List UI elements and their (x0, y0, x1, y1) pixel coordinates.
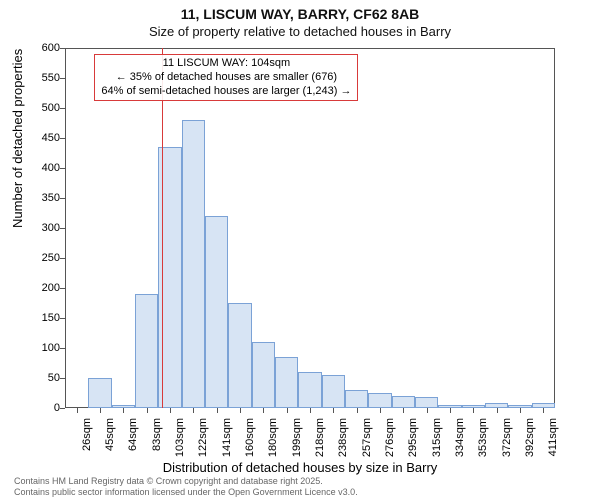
x-tick-label: 334sqm (454, 418, 466, 457)
plot-region (65, 48, 555, 408)
y-tick-mark (60, 318, 65, 319)
x-tick-label: 64sqm (127, 418, 139, 451)
credits-line-1: Contains HM Land Registry data © Crown c… (14, 476, 358, 487)
x-tick-mark (380, 408, 381, 413)
x-tick-mark (123, 408, 124, 413)
bar (135, 294, 158, 408)
y-tick-mark (60, 48, 65, 49)
bar (322, 375, 345, 408)
x-tick-label: 122sqm (197, 418, 209, 457)
x-tick-mark (77, 408, 78, 413)
y-tick-label: 450 (20, 132, 60, 144)
x-tick-label: 315sqm (431, 418, 443, 457)
x-tick-mark (520, 408, 521, 413)
x-tick-mark (217, 408, 218, 413)
x-tick-mark (543, 408, 544, 413)
credits-block: Contains HM Land Registry data © Crown c… (14, 476, 358, 498)
x-tick-mark (333, 408, 334, 413)
x-tick-mark (240, 408, 241, 413)
y-tick-label: 400 (20, 162, 60, 174)
reference-marker-line (162, 48, 163, 408)
x-tick-mark (403, 408, 404, 413)
chart-area: 050100150200250300350400450500550600 26s… (65, 48, 555, 408)
y-tick-mark (60, 288, 65, 289)
y-tick-mark (60, 228, 65, 229)
bar (205, 216, 228, 408)
x-tick-label: 180sqm (267, 418, 279, 457)
x-tick-mark (310, 408, 311, 413)
y-tick-mark (60, 258, 65, 259)
bar (298, 372, 321, 408)
x-ticks: 26sqm 45sqm 64sqm 83sqm 103sqm 122sqm 141sqm 16… (65, 408, 555, 468)
bar (228, 303, 251, 408)
y-tick-label: 50 (20, 372, 60, 384)
x-tick-mark (170, 408, 171, 413)
bar (368, 393, 391, 408)
x-tick-mark (287, 408, 288, 413)
x-tick-label: 372sqm (501, 418, 513, 457)
x-tick-label: 238sqm (337, 418, 349, 457)
y-tick-label: 250 (20, 252, 60, 264)
y-tick-mark (60, 348, 65, 349)
x-tick-label: 276sqm (384, 418, 396, 457)
y-tick-label: 500 (20, 102, 60, 114)
y-tick-label: 200 (20, 282, 60, 294)
x-tick-mark (357, 408, 358, 413)
y-tick-label: 550 (20, 72, 60, 84)
y-tick-label: 600 (20, 42, 60, 54)
x-tick-label: 160sqm (244, 418, 256, 457)
annotation-line-2: ← 35% of detached houses are smaller (67… (101, 71, 351, 85)
x-tick-label: 411sqm (547, 418, 559, 456)
y-tick-mark (60, 138, 65, 139)
x-tick-label: 257sqm (361, 418, 373, 457)
x-tick-mark (450, 408, 451, 413)
y-tick-mark (60, 108, 65, 109)
x-tick-mark (193, 408, 194, 413)
bar (275, 357, 298, 408)
y-tick-label: 300 (20, 222, 60, 234)
bar (345, 390, 368, 408)
x-tick-label: 141sqm (221, 418, 233, 457)
annotation-line-1: 11 LISCUM WAY: 104sqm (101, 57, 351, 71)
x-tick-mark (100, 408, 101, 413)
y-tick-label: 0 (20, 402, 60, 414)
x-tick-label: 26sqm (81, 418, 93, 451)
x-tick-mark (427, 408, 428, 413)
x-tick-mark (263, 408, 264, 413)
annotation-line-3: 64% of semi-detached houses are larger (… (101, 85, 351, 99)
x-axis-label: Distribution of detached houses by size … (0, 460, 600, 475)
bar (88, 378, 111, 408)
x-tick-label: 295sqm (407, 418, 419, 457)
bar (392, 396, 415, 408)
x-tick-mark (473, 408, 474, 413)
y-tick-mark (60, 378, 65, 379)
x-tick-label: 83sqm (151, 418, 163, 451)
x-tick-label: 45sqm (104, 418, 116, 451)
bar (182, 120, 205, 408)
y-tick-mark (60, 198, 65, 199)
x-tick-label: 353sqm (477, 418, 489, 457)
x-tick-label: 103sqm (174, 418, 186, 457)
y-tick-mark (60, 408, 65, 409)
x-tick-label: 218sqm (314, 418, 326, 457)
y-tick-mark (60, 168, 65, 169)
x-tick-label: 199sqm (291, 418, 303, 457)
y-tick-label: 350 (20, 192, 60, 204)
chart-title-line1: 11, LISCUM WAY, BARRY, CF62 8AB (0, 6, 600, 24)
bar (415, 397, 438, 408)
x-tick-mark (147, 408, 148, 413)
x-tick-mark (497, 408, 498, 413)
y-ticks: 050100150200250300350400450500550600 (20, 48, 60, 408)
chart-title-line2: Size of property relative to detached ho… (0, 24, 600, 40)
y-tick-label: 150 (20, 312, 60, 324)
x-tick-label: 392sqm (524, 418, 536, 457)
bar (252, 342, 275, 408)
y-tick-label: 100 (20, 342, 60, 354)
chart-title-block: 11, LISCUM WAY, BARRY, CF62 8AB Size of … (0, 0, 600, 40)
y-tick-mark (60, 78, 65, 79)
credits-line-2: Contains public sector information licen… (14, 487, 358, 498)
annotation-box: 11 LISCUM WAY: 104sqm ← 35% of detached … (94, 54, 358, 101)
